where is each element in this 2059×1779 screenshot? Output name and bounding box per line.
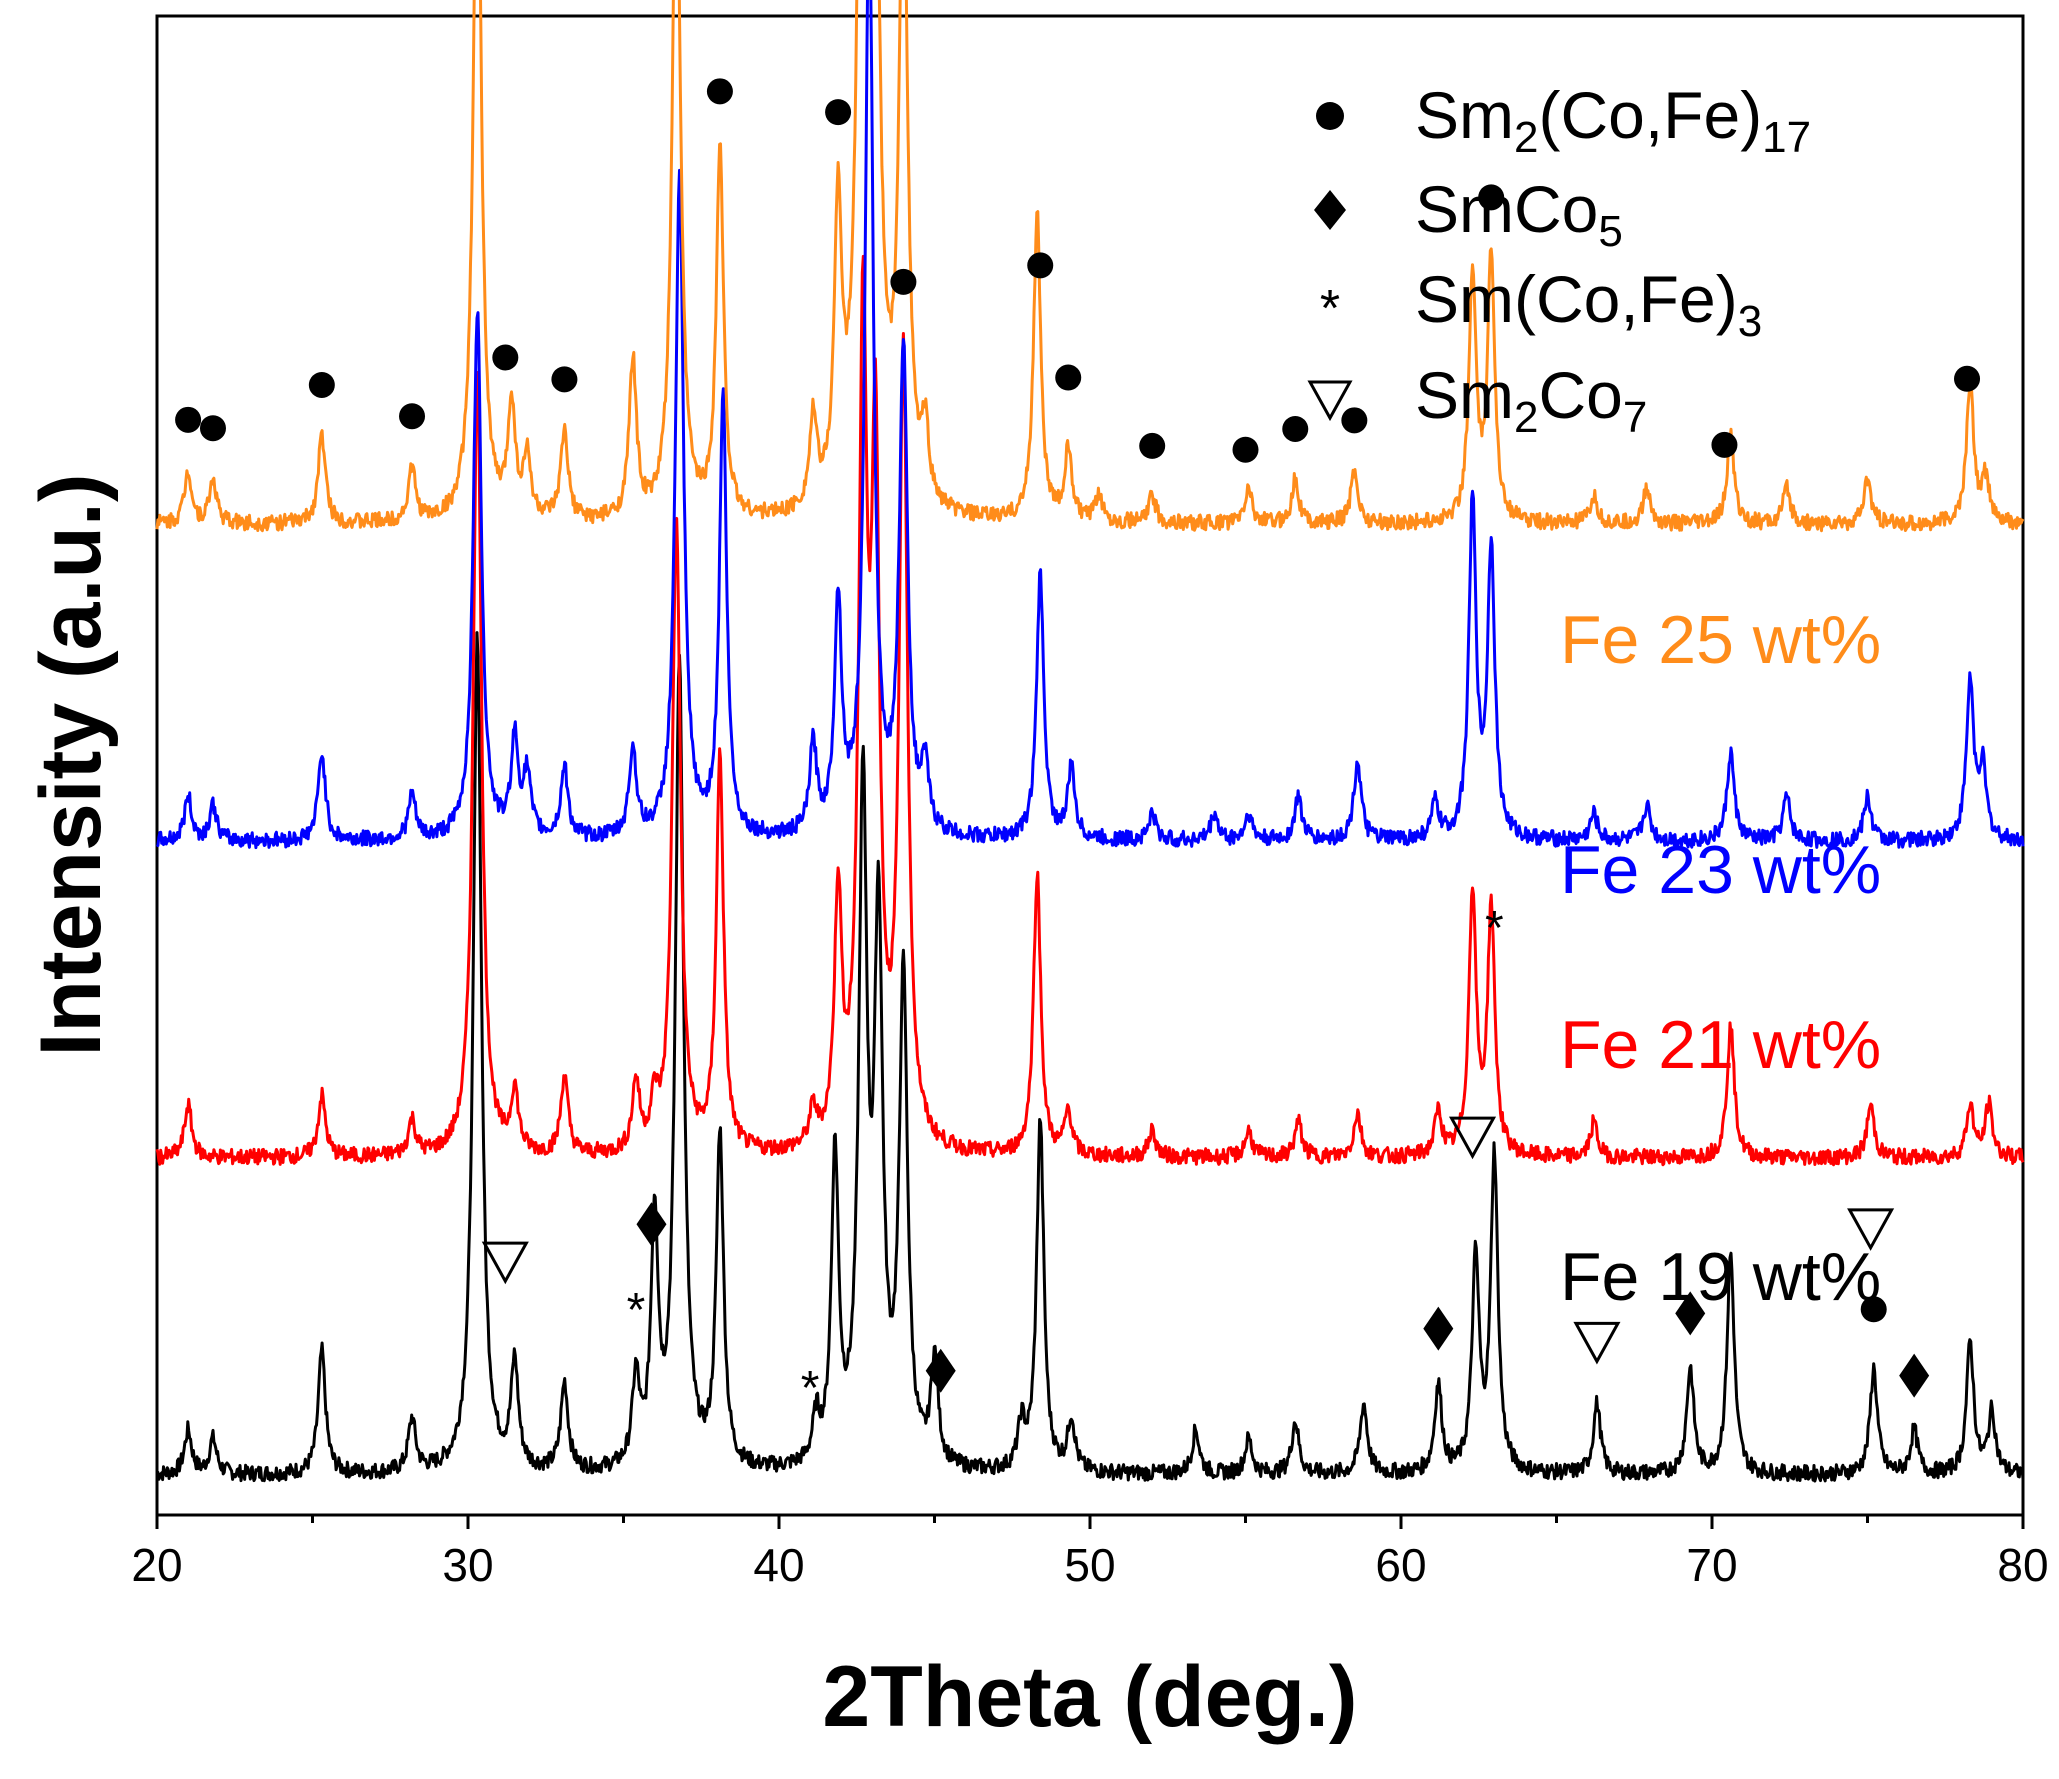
annotation-layer: * * * [175,78,1981,1415]
legend-diamond-marker [1314,190,1346,230]
legend-entry-4-main: Sm [1415,358,1514,432]
series-label-fe23: Fe 23 wt% [1560,832,1881,908]
phase-marker-circle-19 [1711,431,1738,458]
phase-marker-circle-0 [175,406,202,433]
phase-marker-circle-15 [1232,436,1259,463]
legend-entry-3-sub1: 3 [1738,297,1762,346]
phase-marker-circle-11 [890,268,917,295]
legend-entry-4-sub1: 2 [1514,393,1538,442]
y-axis-title: Intensity (a.u.) [23,474,119,1057]
phase-marker-circle-14 [1139,432,1166,459]
legend-entry-1-sub1: 2 [1514,113,1538,162]
phase-marker-circle-9 [825,99,852,126]
x-tick-label-40: 40 [753,1539,804,1591]
phase-marker-circle-8 [706,78,733,105]
phase-marker-circle-20 [1954,365,1981,392]
x-tick-label-80: 80 [1997,1539,2048,1591]
phase-marker-diamond-30 [1675,1291,1706,1336]
legend-entry-4-sub2: 7 [1623,393,1647,442]
legend-entry-3-main: Sm(Co,Fe) [1415,262,1738,336]
x-tick-label-30: 30 [442,1539,493,1591]
series-label-fe25: Fe 25 wt% [1560,602,1881,678]
phase-marker-asterisk-22: * [627,1284,646,1337]
phase-marker-diamond-23 [636,1202,667,1247]
legend-entry-2-sub1: 5 [1598,207,1622,256]
series-line-fe-23-wt- [155,0,2025,850]
legend-triangle-marker [1307,380,1353,422]
phase-marker-diamond-33 [1899,1353,1930,1398]
x-tick-label-20: 20 [131,1539,182,1591]
x-axis-ticks: 20 30 40 50 60 70 80 [131,1515,2049,1591]
x-axis-title: 2Theta (deg.) [822,1649,1357,1745]
legend-entry-2-main: SmCo [1415,172,1598,246]
legend-entry-1-mid: (Co,Fe) [1538,78,1762,152]
phase-marker-circle-12 [1027,252,1054,279]
x-tick-label-60: 60 [1375,1539,1426,1591]
series-line-fe-19-wt- [155,631,2025,1483]
series-label-group: Fe 25 wt% Fe 23 wt% Fe 21 wt% Fe 19 wt% [1560,602,1881,1315]
phase-marker-triangle-down-open-27 [1448,1116,1497,1160]
phase-marker-circle-2 [308,371,335,398]
phase-marker-circle-17 [1341,407,1368,434]
phase-marker-diamond-26 [1423,1306,1454,1351]
legend-entry-smcofe3: Sm(Co,Fe)3 [1415,262,1762,346]
phase-marker-circle-13 [1055,364,1082,391]
phase-marker-circle-16 [1282,415,1309,442]
series-layer [155,0,2025,1483]
legend-entry-sm2co7: Sm2Co7 [1415,358,1647,442]
x-tick-label-50: 50 [1064,1539,1115,1591]
phase-marker-circle-32 [1860,1296,1887,1323]
legend-entry-smco5: SmCo5 [1415,172,1623,256]
phase-marker-circle-18 [1478,184,1505,211]
phase-marker-circle-5 [492,344,519,371]
phase-marker-diamond-25 [925,1348,956,1393]
legend-asterisk-marker: * [1320,280,1340,338]
legend-entry-sm2cofe17: Sm2(Co,Fe)17 [1415,78,1811,162]
phase-marker-triangle-down-open-21 [481,1241,529,1285]
phase-marker-asterisk-28: * [1485,902,1504,955]
phase-marker-circle-1 [199,415,226,442]
phase-marker-triangle-down-open-31 [1847,1208,1895,1251]
phase-marker-triangle-down-open-29 [1573,1321,1621,1365]
legend-entry-1-sub2: 17 [1762,113,1811,162]
phase-marker-circle-6 [551,366,578,393]
legend: Sm2(Co,Fe)17 SmCo5 * Sm(Co,Fe)3 Sm2Co7 [1307,78,1811,442]
x-tick-label-70: 70 [1686,1539,1737,1591]
series-label-fe21: Fe 21 wt% [1560,1007,1881,1083]
series-line-fe-21-wt- [155,254,2025,1167]
legend-entry-4-mid: Co [1538,358,1622,432]
legend-entry-1-main: Sm [1415,78,1514,152]
series-label-fe19: Fe 19 wt% [1560,1239,1881,1315]
phase-marker-circle-3 [399,403,426,430]
series-line-fe-25-wt- [155,0,2025,533]
phase-marker-asterisk-24: * [801,1362,820,1415]
legend-circle-marker [1316,102,1344,130]
